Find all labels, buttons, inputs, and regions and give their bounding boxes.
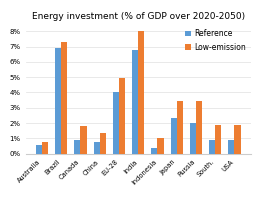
Bar bbox=[42, 142, 48, 154]
Bar bbox=[234, 125, 241, 154]
Title: Energy investment (% of GDP over 2020-2050): Energy investment (% of GDP over 2020-20… bbox=[32, 12, 245, 21]
Bar bbox=[74, 140, 80, 154]
Bar bbox=[94, 142, 100, 154]
Bar bbox=[209, 140, 215, 154]
Bar bbox=[196, 101, 202, 154]
Bar bbox=[36, 145, 42, 154]
Bar bbox=[190, 123, 196, 154]
Legend: Reference, Low-emission: Reference, Low-emission bbox=[183, 27, 247, 53]
Bar bbox=[177, 101, 183, 154]
Bar bbox=[228, 140, 234, 154]
Bar bbox=[113, 92, 119, 154]
Bar bbox=[170, 118, 177, 154]
Bar bbox=[100, 133, 106, 154]
Bar bbox=[80, 126, 87, 154]
Bar bbox=[157, 138, 164, 154]
Bar bbox=[119, 78, 125, 154]
Bar bbox=[132, 50, 138, 154]
Bar bbox=[215, 125, 221, 154]
Bar bbox=[138, 31, 144, 154]
Bar bbox=[61, 42, 67, 154]
Bar bbox=[55, 48, 61, 154]
Bar bbox=[151, 148, 157, 154]
